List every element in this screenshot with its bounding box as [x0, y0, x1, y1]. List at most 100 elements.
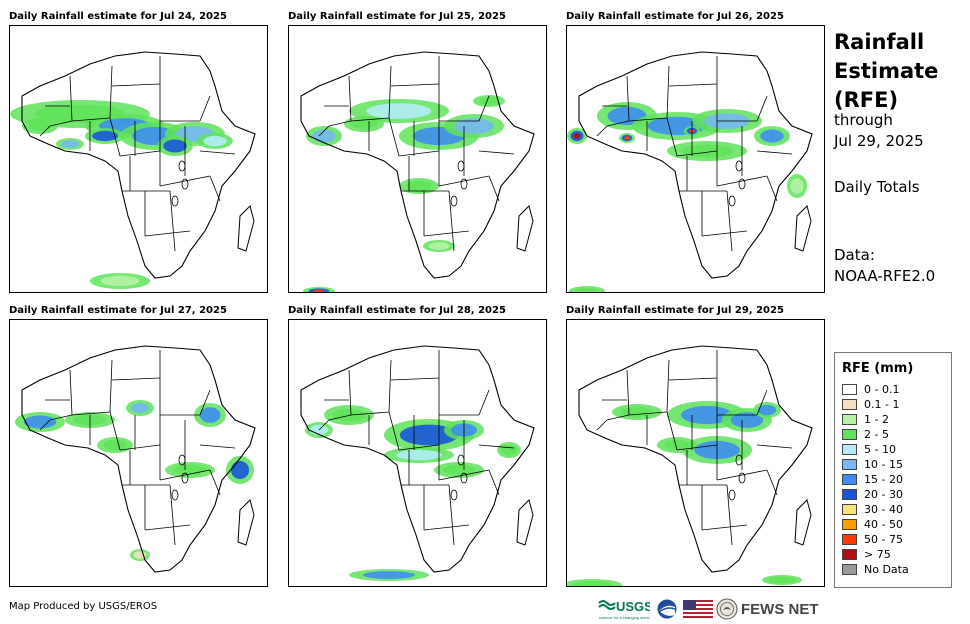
africa-map — [567, 345, 813, 586]
lake-outline — [738, 178, 746, 190]
continent-outline — [300, 51, 535, 279]
lake-outline — [460, 178, 468, 190]
country-border — [159, 469, 211, 481]
country-border — [111, 377, 161, 381]
data-source: NOAA-RFE2.0 — [834, 267, 936, 285]
country-border — [71, 117, 111, 122]
country-border — [478, 150, 515, 155]
legend-label: 10 - 15 — [864, 458, 903, 471]
country-border — [144, 524, 191, 531]
madagascar-outline — [516, 205, 534, 252]
country-border — [626, 75, 630, 122]
legend-item: 30 - 40 — [842, 502, 951, 517]
country-border — [69, 75, 73, 122]
rainfall-area — [757, 404, 777, 416]
country-border — [144, 230, 191, 237]
us-flag-icon — [683, 600, 713, 618]
lake-outline — [450, 489, 458, 501]
rainfall-area — [28, 120, 52, 132]
legend-item: 40 - 50 — [842, 517, 951, 532]
main-title: Rainfall Estimate (RFE) — [834, 28, 938, 115]
lake-outline — [181, 178, 189, 190]
lake-outline — [457, 454, 465, 466]
country-border — [423, 230, 470, 237]
us-flag — [683, 597, 713, 621]
legend-swatch — [842, 549, 857, 560]
legend-swatch — [842, 459, 857, 470]
rainfall-area — [60, 140, 80, 148]
country-border — [668, 377, 718, 381]
legend-item: 10 - 15 — [842, 457, 951, 472]
legend-label: 0 - 0.1 — [864, 383, 900, 396]
country-border — [666, 65, 670, 119]
rainfall-area — [664, 439, 690, 451]
country-border — [318, 419, 330, 431]
rainfall-area — [760, 129, 784, 143]
country-border — [109, 359, 113, 413]
rainfall-area — [92, 130, 118, 142]
legend-swatch — [842, 399, 857, 410]
country-border — [628, 411, 668, 416]
country-border — [109, 65, 113, 119]
legend-label: 2 - 5 — [864, 428, 889, 441]
lake-outline — [450, 195, 458, 207]
rainfall-area — [366, 103, 432, 119]
end-date: Jul 29, 2025 — [834, 132, 924, 150]
map-panel-jul-29: Daily Rainfall estimate for Jul 29, 2025 — [566, 305, 825, 587]
rainfall-area — [103, 439, 127, 451]
country-border — [169, 484, 176, 546]
rainfall-area — [312, 129, 336, 143]
usgs-icon: USGS science for a changing world — [598, 599, 650, 620]
lake-outline — [728, 489, 736, 501]
madagascar-outline — [237, 499, 255, 546]
country-border — [716, 175, 768, 187]
country-border — [350, 117, 390, 122]
country-border — [488, 469, 500, 496]
country-border — [756, 389, 768, 416]
rainfall-area — [681, 405, 733, 425]
rainfall-area — [230, 460, 250, 480]
continent-outline — [21, 51, 256, 279]
country-border — [423, 524, 470, 531]
country-border — [666, 117, 678, 157]
legend-swatch — [842, 444, 857, 455]
continent-outline — [578, 51, 813, 279]
title-line: Estimate — [834, 59, 939, 83]
rainfall-area — [790, 178, 804, 194]
country-border — [159, 175, 211, 187]
lake-outline — [457, 160, 465, 172]
panel-title: Daily Rainfall estimate for Jul 27, 2025 — [9, 305, 227, 316]
legend-label: 50 - 75 — [864, 533, 903, 546]
country-border — [488, 175, 500, 202]
legend-label: 30 - 40 — [864, 503, 903, 516]
country-border — [766, 175, 778, 202]
title-line: Rainfall — [834, 30, 925, 54]
country-border — [666, 411, 678, 451]
map-frame — [566, 319, 825, 587]
country-border — [438, 175, 490, 187]
continent-outline — [300, 345, 535, 573]
country-border — [701, 524, 748, 531]
legend-label: No Data — [864, 563, 909, 576]
madagascar-outline — [516, 499, 534, 546]
through-label: through — [834, 111, 893, 129]
fews-net-logo: FEWS NET — [741, 600, 819, 618]
panel-title: Daily Rainfall estimate for Jul 29, 2025 — [566, 305, 784, 316]
lake-outline — [735, 160, 743, 172]
rainfall-area — [575, 287, 599, 292]
usgs-logo: USGS science for a changing world — [598, 597, 650, 621]
legend-item: 1 - 2 — [842, 412, 951, 427]
country-border — [701, 230, 748, 237]
country-border — [199, 150, 236, 155]
legend-item: No Data — [842, 562, 951, 577]
africa-map — [10, 51, 256, 289]
africa-map — [300, 51, 535, 292]
africa-map — [300, 345, 535, 581]
rainfall-area — [681, 144, 733, 158]
usgs-tagline: science for a changing world — [599, 615, 650, 620]
lake-outline — [728, 195, 736, 207]
country-border — [199, 389, 211, 416]
map-panel-jul-28: Daily Rainfall estimate for Jul 28, 2025 — [288, 305, 547, 587]
country-border — [69, 369, 73, 416]
lake-outline — [735, 454, 743, 466]
